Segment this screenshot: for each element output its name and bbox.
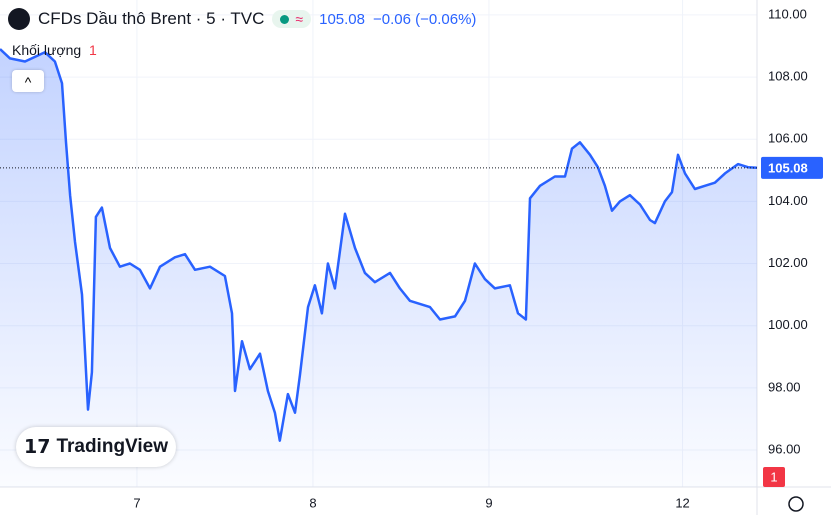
- y-tick-label: 102.00: [768, 255, 808, 270]
- y-tick-label: 104.00: [768, 193, 808, 208]
- price-badge-label: 105.08: [768, 160, 808, 175]
- y-tick-label: 108.00: [768, 69, 808, 84]
- x-tick-label: 7: [133, 495, 140, 510]
- x-tick-label: 8: [309, 495, 316, 510]
- y-tick-label: 106.00: [768, 131, 808, 146]
- y-tick-label: 96.00: [768, 441, 801, 456]
- watermark: 𝟭𝟳 TradingView: [16, 427, 176, 467]
- watermark-text: TradingView: [56, 436, 169, 457]
- volume-value: 1: [88, 42, 97, 58]
- y-tick-label: 110.00: [768, 6, 807, 21]
- status-pill: ≈: [272, 10, 312, 28]
- volume-badge: [763, 467, 785, 487]
- volume-label: Khối lượng: [12, 42, 82, 58]
- change: −0.06 (−0.06%): [373, 10, 477, 28]
- settings-icon: [788, 496, 804, 512]
- x-tick-label: 12: [675, 495, 689, 510]
- header: CFDs Dầu thô Brent · 5 · TVC ≈ 105.08 −0…: [8, 8, 476, 30]
- price: 105.08: [319, 10, 365, 28]
- y-tick-label: 100.00: [768, 317, 808, 332]
- area: [0, 49, 757, 487]
- title: CFDs Dầu thô Brent · 5 · TVC: [38, 9, 265, 28]
- price-line: [0, 48, 758, 442]
- volume-legend: Khối lượng 1: [12, 42, 97, 58]
- x-tick-label: 9: [485, 495, 492, 510]
- volume-badge-label: 1: [770, 469, 777, 484]
- collapse-button[interactable]: ^: [12, 70, 44, 92]
- y-tick-label: 98.00: [768, 379, 801, 394]
- price-badge: [761, 156, 823, 179]
- symbol-icon: [8, 8, 30, 30]
